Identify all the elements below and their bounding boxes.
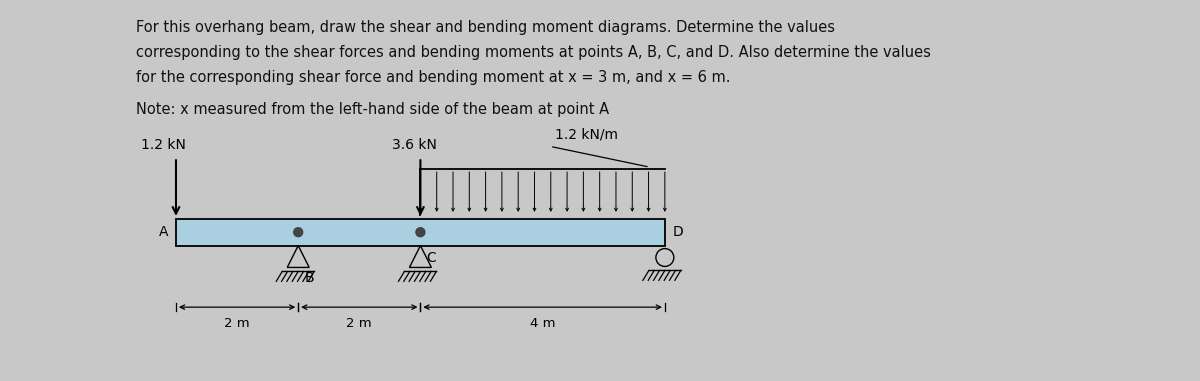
Bar bbox=[176, 219, 665, 246]
Text: Note: x measured from the left-hand side of the beam at point A: Note: x measured from the left-hand side… bbox=[136, 102, 610, 117]
Text: for the corresponding shear force and bending moment at x = 3 m, and x = 6 m.: for the corresponding shear force and be… bbox=[136, 70, 731, 85]
Text: 2 m: 2 m bbox=[347, 317, 372, 330]
Text: B: B bbox=[304, 271, 314, 285]
Circle shape bbox=[294, 228, 302, 237]
Text: D: D bbox=[673, 225, 684, 239]
Text: For this overhang beam, draw the shear and bending moment diagrams. Determine th: For this overhang beam, draw the shear a… bbox=[136, 20, 835, 35]
Text: C: C bbox=[426, 251, 436, 264]
Circle shape bbox=[416, 228, 425, 237]
Text: 1.2 kN/m: 1.2 kN/m bbox=[554, 127, 618, 141]
Text: 2 m: 2 m bbox=[224, 317, 250, 330]
Text: A: A bbox=[158, 225, 168, 239]
Text: 3.6 kN: 3.6 kN bbox=[392, 138, 437, 152]
Text: 1.2 kN: 1.2 kN bbox=[142, 138, 186, 152]
Text: corresponding to the shear forces and bending moments at points A, B, C, and D. : corresponding to the shear forces and be… bbox=[136, 45, 931, 60]
Text: 4 m: 4 m bbox=[530, 317, 556, 330]
